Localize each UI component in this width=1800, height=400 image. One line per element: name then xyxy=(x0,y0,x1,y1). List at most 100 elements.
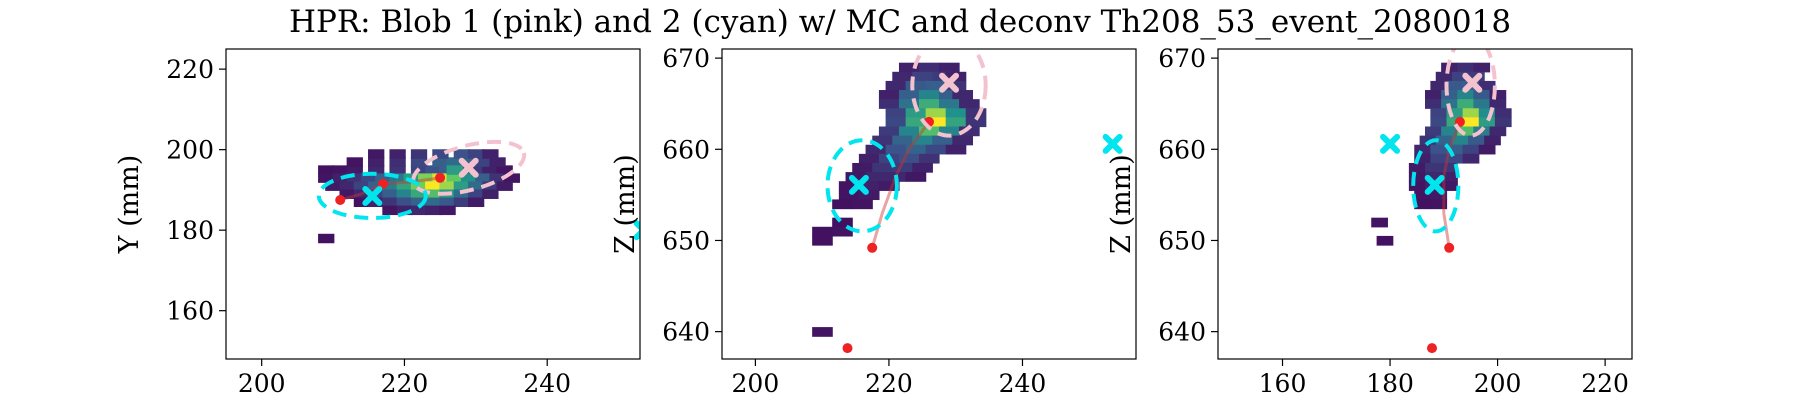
heatmap-cell xyxy=(878,181,900,191)
y-tick-label: 650 xyxy=(662,226,710,255)
heatmap-cell xyxy=(1371,217,1388,228)
mc-point xyxy=(867,242,878,253)
plot-area xyxy=(316,139,640,244)
heatmap-cell xyxy=(446,165,463,175)
heatmap-cell xyxy=(346,165,363,175)
heatmap-cell xyxy=(475,157,492,167)
heatmap-cell xyxy=(1446,117,1464,128)
mc-point xyxy=(842,343,853,354)
heatmap-cell xyxy=(418,173,435,183)
blob1-ellipse xyxy=(1444,49,1497,138)
heatmap-cell xyxy=(1494,108,1512,118)
mc-point xyxy=(335,195,346,205)
heatmap-cell xyxy=(945,108,967,118)
y-axis-label: Y (mm) xyxy=(114,155,145,255)
heatmap-cell xyxy=(892,135,913,146)
heatmap-cell xyxy=(1425,90,1442,100)
heatmap-cell xyxy=(389,165,406,175)
heatmap-cell xyxy=(475,173,492,183)
heatmap-cell xyxy=(1473,62,1491,73)
heatmap-cell xyxy=(425,197,442,208)
heatmap-cell xyxy=(439,205,456,216)
heatmap-cell xyxy=(952,90,973,100)
heatmap-cell xyxy=(932,135,953,146)
heatmap-cell xyxy=(1478,117,1496,128)
heatmap-cell xyxy=(939,126,960,137)
heatmap-cell xyxy=(898,62,920,73)
x-tick-label: 220 xyxy=(381,369,429,398)
blob2-ellipse xyxy=(825,138,899,234)
mc-point xyxy=(1444,242,1455,253)
heatmap-cell xyxy=(467,181,485,191)
heatmap-cell xyxy=(898,90,920,100)
heatmap-cell xyxy=(918,153,940,164)
blob1-marker xyxy=(458,157,479,178)
heatmap-cell xyxy=(1484,135,1501,146)
heatmap-cell xyxy=(905,144,927,155)
heatmap-cell xyxy=(389,157,406,167)
heatmap-cell xyxy=(446,173,463,183)
heatmap-cell xyxy=(1419,135,1437,146)
heatmap-cell xyxy=(1441,181,1458,191)
heatmap-cell xyxy=(905,108,927,118)
heatmap-cell xyxy=(959,126,980,137)
heatmap-cell xyxy=(1462,117,1480,128)
heatmap-cell xyxy=(396,181,413,191)
heatmap-cell xyxy=(325,181,342,191)
heatmap-cell xyxy=(898,99,920,109)
heatmap-cell xyxy=(410,197,428,208)
heatmap-cell xyxy=(965,108,987,118)
heatmap-cell xyxy=(918,90,940,100)
heatmap-cell xyxy=(332,165,349,175)
heatmap-cell xyxy=(1473,90,1491,100)
heatmap-cell xyxy=(912,135,933,146)
heatmap-cell xyxy=(939,62,960,73)
heatmap-cell xyxy=(1425,99,1442,109)
heatmap-cell xyxy=(898,126,920,137)
heatmap-cell xyxy=(339,189,356,199)
heatmap-cell xyxy=(912,71,933,82)
heatmap-cell xyxy=(375,173,392,183)
heatmap-cell xyxy=(1430,80,1448,91)
blob1-marker xyxy=(1462,72,1483,93)
heatmap-cell xyxy=(939,90,960,100)
heatmap-cell xyxy=(425,181,442,191)
heatmap-cell xyxy=(878,90,900,100)
heatmap-cell xyxy=(1462,153,1480,164)
heatmap-cell xyxy=(425,189,442,199)
heatmap-cell xyxy=(382,205,399,216)
heatmap-cell xyxy=(432,157,449,167)
heatmap-cell xyxy=(1425,162,1442,173)
heatmap-cell xyxy=(1489,126,1507,137)
heatmap-cell xyxy=(838,181,860,191)
panel-xy: 200 220 240 160 180 200 220 Y (mm) xyxy=(114,48,641,398)
heatmap-cell xyxy=(925,117,947,128)
heatmap-cell xyxy=(952,135,973,146)
heatmap-cell xyxy=(1414,153,1431,164)
heatmap-cell xyxy=(1435,71,1453,82)
heatmap-cell xyxy=(318,165,335,175)
heatmap-cell xyxy=(482,165,499,175)
blob2-ellipse xyxy=(316,171,428,220)
y-tick-label: 640 xyxy=(662,318,710,347)
heatmap-cell xyxy=(410,189,428,199)
heatmap-cell xyxy=(885,108,907,118)
heatmap-cell xyxy=(925,108,947,118)
y-tick-label: 660 xyxy=(662,135,710,164)
heatmap-cell xyxy=(1435,135,1453,146)
x-tick-label: 220 xyxy=(1581,369,1629,398)
x-tick-label: 200 xyxy=(238,369,286,398)
heatmap-cell xyxy=(832,199,853,210)
heatmap-cell xyxy=(1478,80,1496,91)
heatmap-cell xyxy=(1451,71,1469,82)
heatmap-cell xyxy=(453,189,470,199)
heatmap-cell xyxy=(1425,126,1442,137)
heatmap-cell xyxy=(460,173,478,183)
heatmap-cell xyxy=(925,80,947,91)
heatmap-cell xyxy=(1430,190,1448,201)
blob2-marker xyxy=(1424,174,1445,195)
heatmap-cell xyxy=(1414,190,1431,201)
heatmap-cell xyxy=(1441,90,1458,100)
heatmap-cell xyxy=(1441,162,1458,173)
x-tick-label: 240 xyxy=(999,369,1047,398)
